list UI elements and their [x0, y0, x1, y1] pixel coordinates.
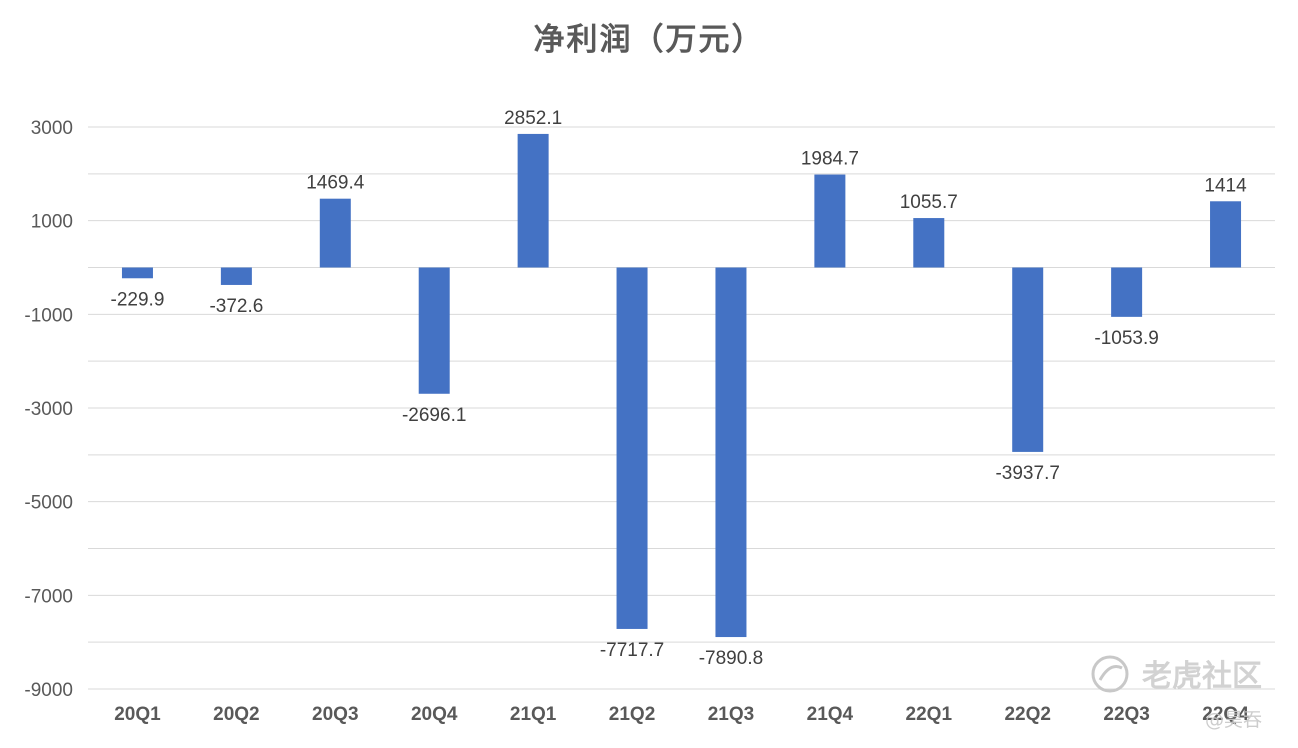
x-tick-label: 21Q2 — [609, 704, 655, 725]
x-tick-label: 22Q1 — [906, 704, 953, 725]
x-tick-label: 20Q4 — [411, 704, 458, 725]
data-label: -372.6 — [209, 296, 263, 317]
data-label: -7717.7 — [600, 640, 664, 661]
data-label: -3937.7 — [995, 463, 1059, 484]
y-tick-label: -1000 — [24, 305, 73, 326]
y-tick-label: 3000 — [31, 118, 73, 139]
y-tick-label: -3000 — [24, 399, 73, 420]
data-label: -7890.8 — [699, 648, 763, 669]
bar — [121, 267, 153, 279]
y-tick-label: -9000 — [24, 680, 73, 701]
data-label: -1053.9 — [1094, 328, 1158, 349]
x-tick-label: 20Q3 — [312, 704, 358, 725]
x-axis-ticks: 20Q1 20Q2 20Q3 20Q4 21Q1 21Q2 21Q3 21Q4 22Q1 22Q2… — [114, 704, 1249, 725]
data-label: -229.9 — [111, 289, 165, 310]
y-axis-ticks: 3000 1000 -1000 -3000 -5000 -7000 -9000 — [24, 118, 73, 701]
x-tick-label: 20Q2 — [213, 704, 259, 725]
data-labels: -229.9 -372.6 1469.4 -2696.1 2852.1 -7717.7 -7… — [111, 108, 1248, 669]
data-label: 1055.7 — [900, 192, 958, 213]
bars — [121, 133, 1242, 638]
x-tick-label: 22Q4 — [1202, 704, 1249, 725]
watermark-user: @昊吞 — [1205, 709, 1262, 731]
chart-title: 净利润（万元） — [533, 22, 765, 58]
data-label: -2696.1 — [402, 405, 466, 426]
bar — [220, 267, 252, 285]
bar — [715, 267, 747, 638]
bar — [616, 267, 648, 629]
data-label: 1469.4 — [306, 173, 365, 194]
data-label: 1414 — [1204, 175, 1247, 196]
bar — [319, 198, 351, 268]
y-tick-label: 1000 — [31, 212, 73, 233]
x-tick-label: 21Q3 — [708, 704, 754, 725]
bar — [913, 218, 945, 268]
bar — [1012, 267, 1044, 452]
x-tick-label: 20Q1 — [114, 704, 161, 725]
watermark: 老虎社区 @昊吞 — [1091, 655, 1262, 731]
gridlines — [88, 126, 1275, 690]
tiger-logo-icon — [1091, 655, 1129, 693]
bar — [1210, 201, 1242, 268]
y-tick-label: -7000 — [24, 586, 73, 607]
x-tick-label: 21Q1 — [510, 704, 557, 725]
x-tick-label: 22Q3 — [1103, 704, 1149, 725]
bar — [517, 133, 549, 268]
x-tick-label: 21Q4 — [807, 704, 854, 725]
bar — [1111, 267, 1143, 317]
bar — [418, 267, 450, 394]
data-label: 1984.7 — [801, 149, 859, 170]
bar — [814, 174, 846, 268]
x-tick-label: 22Q2 — [1004, 704, 1050, 725]
watermark-text: 老虎社区 — [1142, 659, 1262, 694]
data-label: 2852.1 — [504, 108, 562, 129]
y-tick-label: -5000 — [24, 493, 73, 514]
